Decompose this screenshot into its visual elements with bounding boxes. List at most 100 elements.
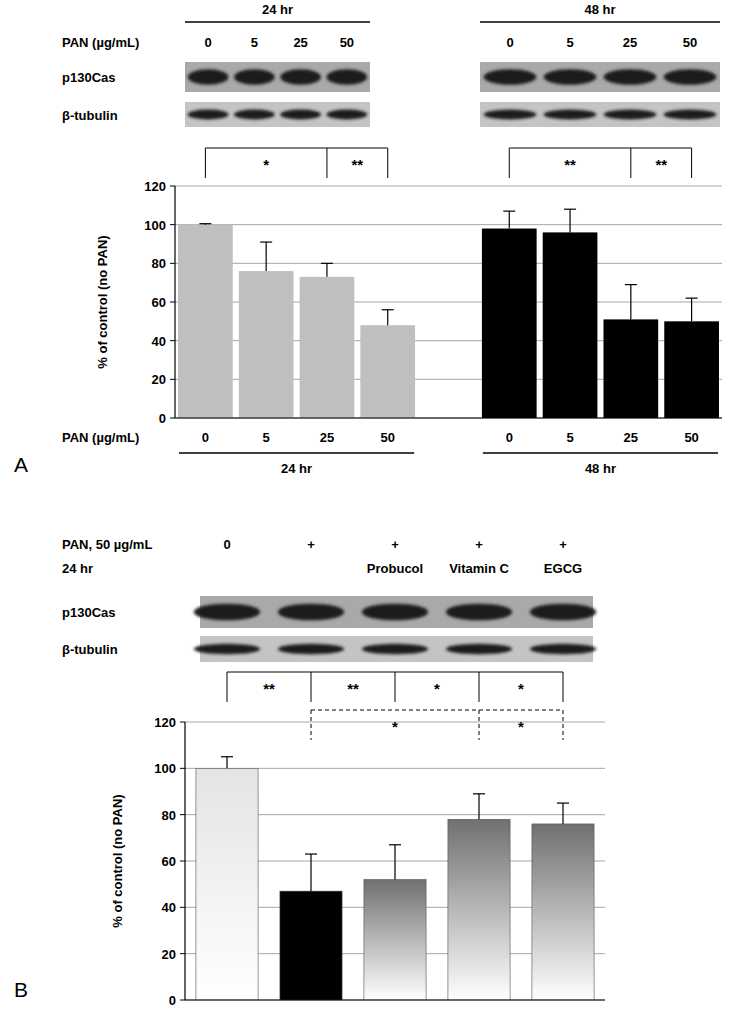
blot-band bbox=[362, 604, 429, 621]
blot-row-label: p130Cas bbox=[62, 605, 115, 620]
blot-row-label: β-tubulin bbox=[62, 108, 118, 123]
treatment-label: Vitamin C bbox=[449, 561, 509, 576]
treatment-label: EGCG bbox=[544, 561, 582, 576]
blot-band bbox=[188, 69, 229, 85]
grid-line bbox=[175, 186, 722, 187]
bar bbox=[196, 768, 258, 1000]
grid-line bbox=[175, 263, 722, 264]
blot-background bbox=[185, 62, 370, 92]
bar bbox=[360, 325, 415, 418]
error-bar bbox=[473, 794, 485, 819]
blot-band bbox=[234, 110, 275, 120]
blot-band bbox=[188, 110, 229, 120]
lane-label: 25 bbox=[623, 35, 637, 50]
bar bbox=[664, 321, 719, 418]
significance-bracket bbox=[205, 148, 387, 178]
panel-1: Bp130Casβ-tubulinPAN, 50 µg/mL24 hr0++Pr… bbox=[14, 537, 605, 1008]
error-bar-stem bbox=[691, 298, 692, 321]
y-tick-label: 0 bbox=[159, 411, 166, 426]
x-tick-label: 50 bbox=[684, 430, 698, 445]
error-bar-cap bbox=[389, 844, 401, 845]
y-tick bbox=[180, 814, 185, 815]
y-tick-label: 60 bbox=[152, 295, 166, 310]
bracket-drop bbox=[509, 148, 510, 178]
error-bar-cap bbox=[686, 298, 698, 299]
bracket-drop bbox=[311, 710, 312, 740]
group-header-line bbox=[185, 21, 370, 23]
group-header-line bbox=[480, 21, 720, 23]
bracket-drop bbox=[311, 672, 312, 702]
error-bar bbox=[625, 285, 637, 320]
error-bar-stem bbox=[326, 263, 327, 277]
bar bbox=[448, 819, 510, 1000]
bar bbox=[364, 880, 426, 1000]
error-bar-cap bbox=[260, 241, 272, 242]
bracket-drop bbox=[395, 672, 396, 702]
lane-label: 25 bbox=[293, 35, 307, 50]
error-bar-cap bbox=[321, 263, 333, 264]
x-tick-label: 25 bbox=[624, 430, 638, 445]
blot-band bbox=[234, 69, 275, 85]
error-bar-cap bbox=[625, 284, 637, 285]
y-tick bbox=[180, 722, 185, 723]
y-tick bbox=[180, 953, 185, 954]
x-axis-label: PAN (µg/mL) bbox=[62, 430, 139, 445]
lane-label: + bbox=[391, 537, 399, 552]
group-header: 48 hr bbox=[584, 2, 615, 17]
blot-band bbox=[544, 110, 597, 120]
background bbox=[0, 0, 739, 1024]
error-bar bbox=[199, 223, 211, 225]
lane-label: 0 bbox=[205, 35, 212, 50]
blot-row-label: β-tubulin bbox=[62, 642, 118, 657]
blot-band bbox=[604, 110, 657, 120]
y-tick-label: 80 bbox=[162, 808, 176, 823]
error-bar-cap bbox=[503, 211, 515, 212]
error-bar-stem bbox=[310, 854, 311, 891]
blot-band bbox=[604, 69, 657, 85]
error-bar bbox=[686, 298, 698, 321]
error-bar-cap bbox=[199, 223, 211, 224]
x-tick-label: 25 bbox=[320, 430, 334, 445]
error-bar bbox=[564, 209, 576, 232]
y-tick bbox=[170, 186, 175, 187]
error-bar-cap bbox=[557, 802, 569, 803]
panel-0: Ap130Casβ-tubulinPAN (µg/mL)05255024 hr0… bbox=[14, 2, 722, 476]
error-bar-stem bbox=[266, 242, 267, 271]
bracket-drop bbox=[479, 710, 480, 740]
error-bar bbox=[382, 310, 394, 325]
blot-band bbox=[278, 644, 345, 654]
bracket-drop bbox=[630, 148, 631, 178]
bar bbox=[603, 319, 658, 418]
x-tick-label: 0 bbox=[506, 430, 513, 445]
lane-label: 5 bbox=[251, 35, 258, 50]
error-bar-stem bbox=[569, 209, 570, 232]
group-line bbox=[483, 452, 718, 454]
y-axis-label: % of control (no PAN) bbox=[95, 235, 110, 368]
error-bar bbox=[557, 803, 569, 824]
error-bar-cap bbox=[305, 853, 317, 854]
y-tick-label: 20 bbox=[162, 947, 176, 962]
bar bbox=[532, 824, 594, 1000]
bar bbox=[300, 277, 355, 418]
blot-band bbox=[446, 644, 513, 654]
blot-band bbox=[280, 110, 321, 120]
error-bar-stem bbox=[509, 211, 510, 228]
x-axis-line bbox=[175, 417, 722, 418]
y-tick-label: 20 bbox=[152, 372, 166, 387]
bracket-drop bbox=[205, 148, 206, 178]
y-tick-label: 100 bbox=[144, 218, 166, 233]
significance-label: ** bbox=[347, 680, 359, 697]
blot-band bbox=[484, 69, 537, 85]
significance-label: ** bbox=[351, 156, 363, 173]
bracket-line bbox=[205, 148, 387, 149]
panel-label: A bbox=[14, 453, 28, 476]
significance-label: * bbox=[434, 680, 440, 697]
bars bbox=[178, 209, 719, 418]
significance-bracket bbox=[311, 710, 563, 740]
treatment-label: Probucol bbox=[367, 561, 423, 576]
bar bbox=[239, 271, 294, 418]
y-axis-line bbox=[174, 186, 175, 418]
error-bar-stem bbox=[226, 757, 227, 769]
lane-label: + bbox=[307, 537, 315, 552]
blot-band bbox=[278, 604, 345, 621]
